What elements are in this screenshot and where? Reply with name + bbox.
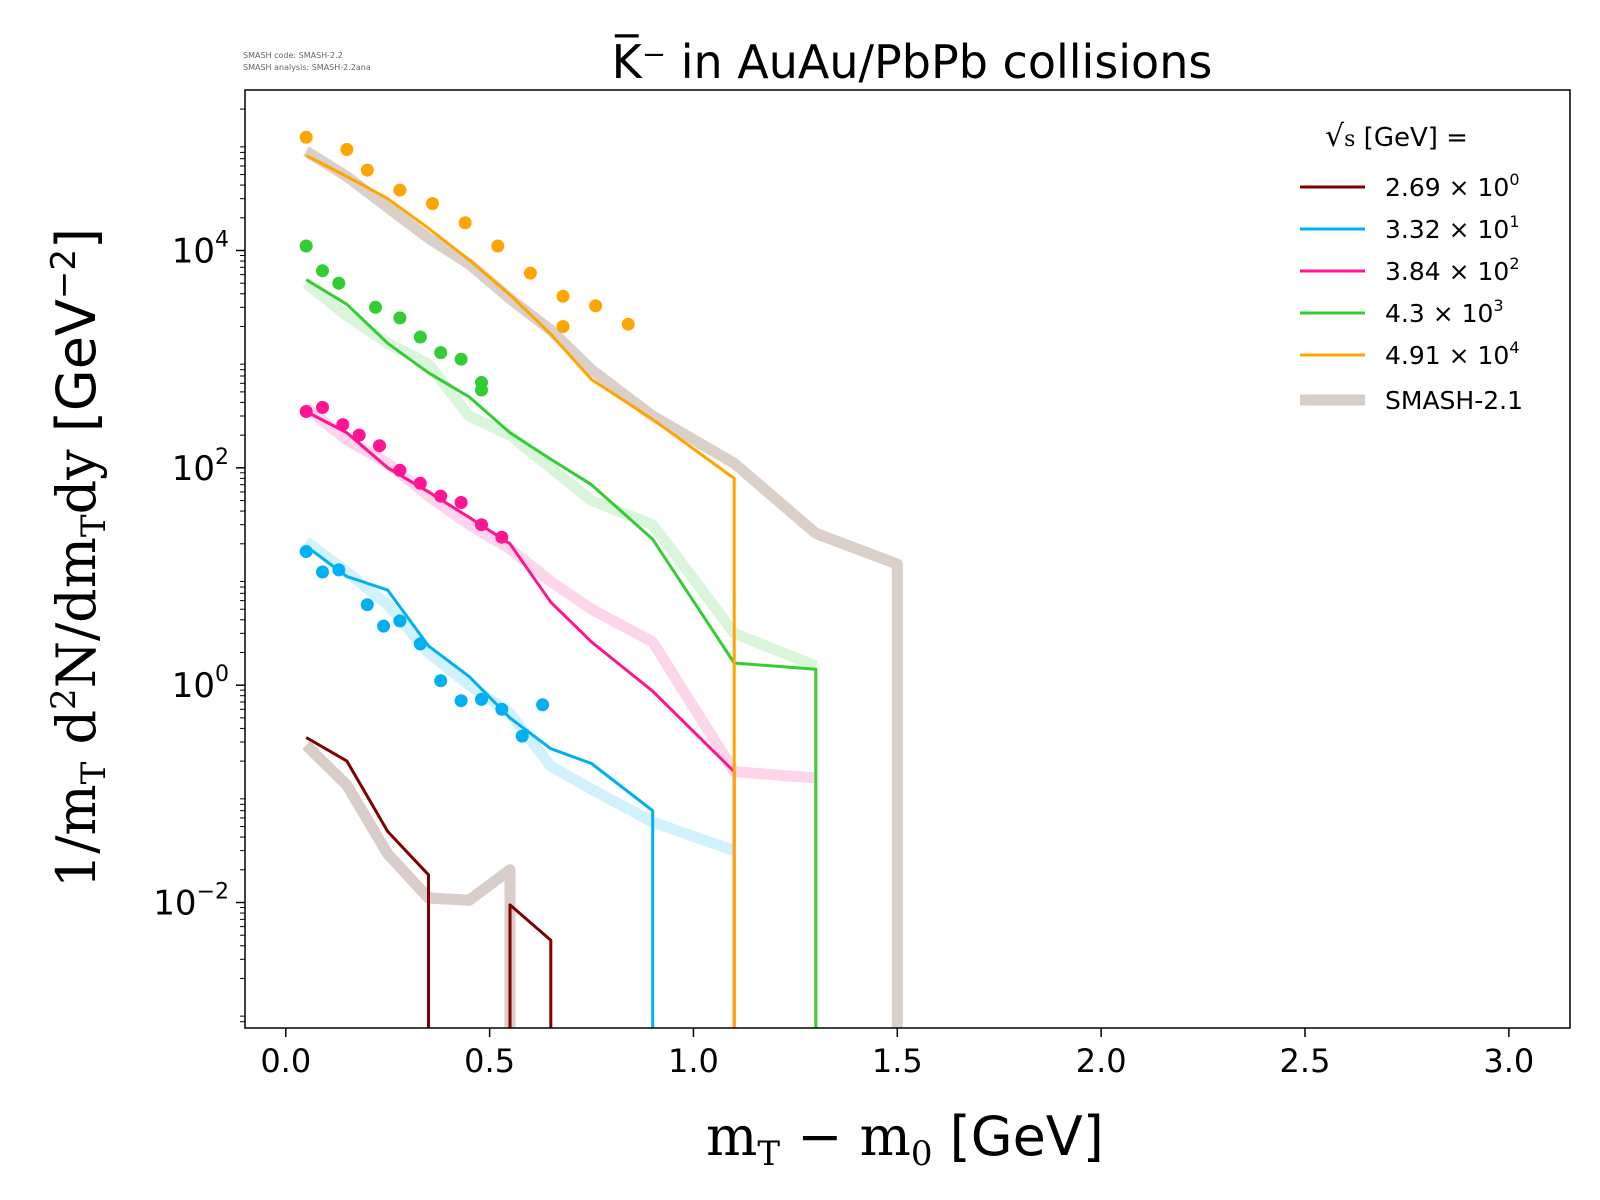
y-tick-label-0: 10−2	[153, 880, 229, 924]
data-point-2-2	[336, 418, 350, 432]
data-point-1-1	[316, 565, 329, 579]
data-point-4-2	[360, 163, 374, 177]
data-point-4-3	[393, 183, 407, 197]
data-point-1-4	[377, 619, 391, 633]
data-point-3-4	[393, 311, 407, 325]
data-points	[299, 130, 635, 743]
data-point-4-0	[299, 130, 313, 144]
legend: √s [GeV] = 2.69 × 100 3.32 × 101 3.84 × 10…	[1300, 119, 1523, 415]
y-ticks: 10−2 100 102 104	[153, 108, 245, 1023]
series-line-3	[305, 278, 818, 1028]
series-line-4	[305, 154, 736, 1028]
data-point-2-6	[413, 476, 427, 490]
data-point-1-11	[515, 729, 529, 743]
data-point-1-2	[332, 563, 346, 577]
chart-title: K̅⁻ in AuAu/PbPb collisions	[612, 34, 1213, 89]
data-point-3-1	[316, 264, 329, 278]
data-point-3-3	[369, 300, 382, 314]
data-point-1-9	[475, 692, 488, 706]
data-point-2-3	[352, 428, 366, 442]
data-point-3-0	[299, 239, 313, 253]
data-point-2-1	[316, 400, 329, 414]
data-point-4-6	[491, 239, 505, 253]
ref-grey-line-0	[302, 741, 516, 1028]
y-tick-label-2: 102	[172, 445, 229, 489]
ref-line-3	[302, 278, 818, 672]
legend-label-4: 4.91 × 104	[1385, 338, 1520, 370]
x-tick-label-1: 0.5	[464, 1042, 515, 1080]
data-point-1-7	[434, 674, 448, 688]
data-point-4-10	[589, 299, 603, 313]
data-point-3-7	[454, 352, 468, 366]
x-tick-label-4: 2.0	[1076, 1042, 1127, 1080]
data-point-1-12	[536, 698, 550, 712]
series-lines	[305, 154, 818, 1028]
data-point-1-5	[393, 614, 407, 628]
legend-title: √s [GeV] =	[1325, 119, 1468, 154]
data-point-2-5	[393, 463, 407, 477]
x-tick-label-5: 2.5	[1280, 1042, 1331, 1080]
data-point-4-4	[426, 197, 439, 211]
y-axis-label: 1/mT d2N/dmTdy [GeV−2]	[44, 228, 114, 888]
data-point-4-1	[340, 143, 354, 156]
ref-grey-line-4	[303, 146, 903, 1028]
data-point-1-3	[360, 598, 374, 612]
legend-label-ref: SMASH-2.1	[1385, 386, 1523, 415]
data-point-4-9	[556, 320, 570, 333]
data-point-3-5	[413, 330, 427, 344]
plot-area	[299, 130, 903, 1028]
data-point-4-8	[556, 289, 570, 303]
data-point-2-0	[299, 405, 313, 418]
data-point-2-8	[454, 496, 468, 509]
legend-label-1: 3.32 × 101	[1385, 212, 1520, 244]
data-point-4-11	[621, 317, 635, 331]
axes-frame	[244, 89, 1571, 1029]
x-ticks: 0.0 0.5 1.0 1.5 2.0 2.5 3.0	[260, 1028, 1534, 1080]
data-point-1-0	[299, 545, 313, 558]
data-point-2-4	[373, 439, 386, 453]
legend-entries: 2.69 × 100 3.32 × 101 3.84 × 102 4.3 × 103 4…	[1300, 170, 1520, 370]
smash-code-text: SMASH code: SMASH-2.2	[243, 51, 343, 60]
series-line-0	[305, 736, 553, 1028]
legend-label-3: 4.3 × 103	[1385, 296, 1504, 328]
x-tick-label-3: 1.5	[872, 1042, 923, 1080]
x-axis-label: mT − m0 [GeV]	[706, 1105, 1104, 1174]
data-point-1-10	[495, 702, 509, 716]
y-tick-label-3: 104	[172, 228, 229, 272]
data-point-1-8	[454, 694, 468, 708]
data-point-4-7	[523, 266, 537, 280]
data-point-4-5	[458, 216, 472, 230]
series-line-1	[305, 544, 655, 1028]
data-point-3-2	[332, 276, 346, 290]
x-tick-label-6: 3.0	[1483, 1042, 1534, 1080]
data-point-2-9	[475, 518, 488, 532]
legend-label-2: 3.84 × 102	[1385, 254, 1520, 286]
data-point-3-9	[475, 383, 488, 397]
data-point-2-10	[495, 530, 509, 544]
y-tick-label-1: 100	[172, 662, 229, 706]
series-line-2	[305, 410, 736, 1028]
data-point-3-6	[434, 346, 448, 360]
data-point-1-6	[413, 637, 427, 651]
x-tick-label-0: 0.0	[260, 1042, 311, 1080]
legend-label-0: 2.69 × 100	[1385, 170, 1520, 202]
smash-analysis-text: SMASH analysis: SMASH-2.2ana	[243, 63, 371, 72]
data-point-2-7	[434, 489, 448, 503]
x-tick-label-2: 1.0	[668, 1042, 719, 1080]
